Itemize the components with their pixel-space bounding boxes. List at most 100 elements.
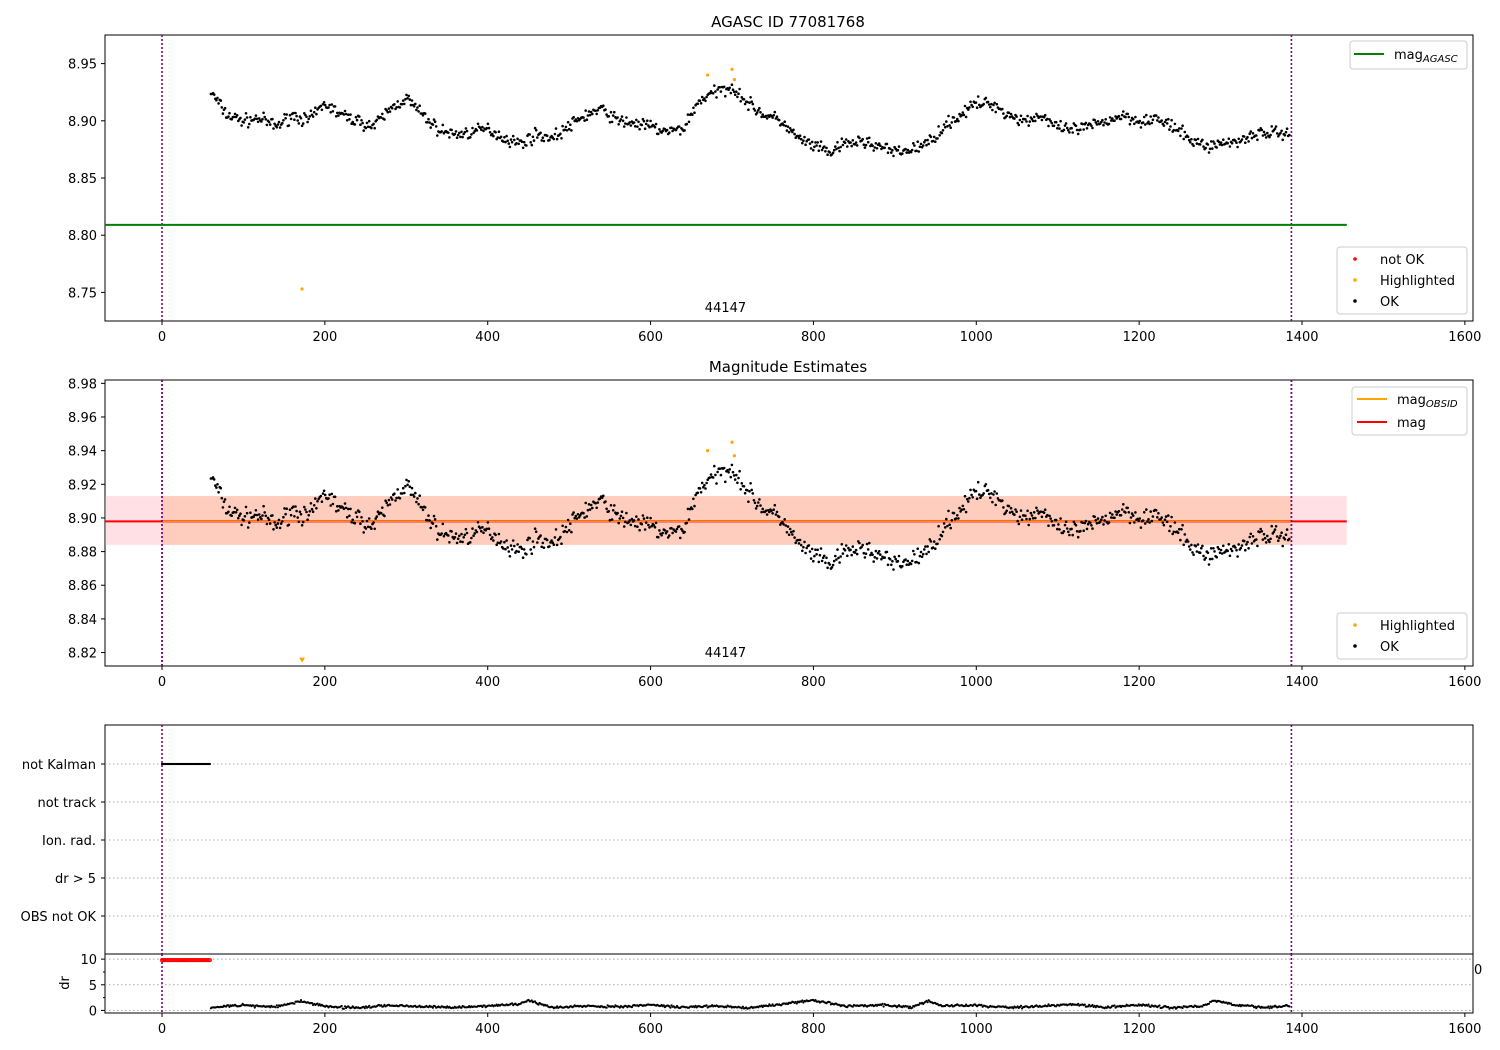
legend-marker (1353, 644, 1357, 648)
data-point-ok (416, 497, 419, 500)
data-point-ok (312, 504, 316, 507)
data-point-ok (264, 514, 268, 518)
x-tick-label: 1000 (960, 1022, 993, 1037)
data-point-ok (965, 497, 969, 501)
data-point-ok (337, 114, 340, 117)
data-point-ok (621, 119, 625, 123)
data-point-ok (1093, 515, 1096, 519)
data-point-ok (737, 476, 740, 480)
data-point-ok (1201, 544, 1204, 548)
data-point-ok (761, 507, 764, 511)
data-point-ok (748, 490, 751, 493)
data-point-ok (925, 143, 928, 147)
data-point-ok (323, 103, 327, 107)
data-point-ok (677, 125, 681, 128)
data-point-ok (278, 126, 282, 129)
data-point-ok (1052, 524, 1056, 527)
data-point-ok (921, 144, 925, 147)
data-point-ok (927, 550, 930, 554)
data-point-ok (528, 133, 531, 136)
data-point-ok (272, 528, 275, 531)
data-point-ok (503, 540, 506, 544)
data-point-ok (328, 493, 331, 497)
data-point-ok (1120, 113, 1124, 117)
data-point-ok (470, 536, 473, 540)
data-point-ok (987, 103, 991, 106)
data-point-ok (742, 485, 746, 488)
data-point-ok (1190, 137, 1193, 141)
data-point-ok (1164, 118, 1168, 122)
data-point-ok (566, 120, 570, 124)
data-point-highlighted (732, 78, 737, 82)
data-point-ok (703, 483, 706, 487)
data-point-ok (427, 117, 430, 121)
data-point-ok (300, 124, 304, 128)
data-point-ok (587, 110, 591, 113)
dr-point (725, 1006, 728, 1009)
data-point-ok (585, 118, 589, 121)
data-point-ok (1065, 527, 1069, 530)
data-point-ok (410, 99, 414, 102)
data-point-ok (742, 98, 746, 101)
data-point-ok (910, 148, 914, 152)
data-point-ok (1165, 122, 1169, 125)
data-point-ok (941, 530, 945, 534)
data-point-ok (394, 499, 397, 502)
data-point-ok (810, 140, 814, 144)
data-point-ok (834, 554, 837, 558)
data-point-ok (1017, 123, 1021, 127)
data-point-ok (1058, 127, 1061, 130)
data-point-ok (1248, 132, 1251, 135)
data-point-ok (506, 546, 510, 549)
data-point-ok (1244, 141, 1247, 144)
data-point-ok (1242, 135, 1246, 138)
data-point-ok (964, 510, 968, 514)
data-point-ok (1133, 122, 1136, 126)
data-point-ok (598, 497, 602, 500)
data-point-ok (1107, 122, 1111, 126)
data-point-ok (661, 129, 664, 133)
data-point-ok (936, 542, 939, 546)
data-point-ok (841, 552, 845, 555)
data-point-ok (892, 154, 895, 158)
data-point-ok (841, 143, 845, 147)
data-point-ok (1139, 526, 1143, 529)
data-point-ok (1251, 535, 1255, 538)
data-point-ok (408, 98, 412, 101)
data-point-ok (381, 112, 384, 116)
data-point-ok (1084, 121, 1088, 125)
data-point-ok (905, 151, 908, 154)
data-point-ok (343, 502, 347, 505)
data-point-ok (1094, 121, 1098, 124)
dr-point (510, 1002, 514, 1005)
data-point-ok (436, 134, 439, 137)
data-point-ok (351, 120, 355, 124)
data-point-ok (1160, 516, 1163, 519)
data-point-ok (1034, 119, 1037, 123)
data-point-ok (358, 115, 361, 118)
data-point-ok (1255, 134, 1258, 137)
dr-point (911, 1006, 914, 1009)
data-point-ok (1082, 529, 1085, 532)
data-point-ok (1143, 123, 1147, 126)
data-point-ok (561, 524, 564, 528)
data-point-ok (1173, 521, 1177, 524)
data-point-highlighted-out-of-range (299, 657, 306, 663)
dr-point (1268, 1007, 1271, 1010)
data-point-ok (1247, 547, 1250, 550)
data-point-ok (801, 141, 804, 145)
data-point-ok (757, 501, 760, 504)
data-point-ok (883, 556, 886, 559)
data-point-ok (227, 115, 230, 118)
data-point-ok (621, 516, 625, 520)
data-point-ok (608, 518, 612, 522)
data-point-ok (355, 515, 359, 519)
data-point-ok (376, 510, 380, 513)
data-point-ok (661, 531, 664, 535)
data-point-ok (666, 536, 670, 539)
data-point-ok (393, 103, 396, 106)
data-point-ok (746, 100, 749, 104)
data-point-ok (545, 134, 549, 138)
data-point-ok (458, 131, 461, 135)
data-point-ok (390, 107, 394, 110)
